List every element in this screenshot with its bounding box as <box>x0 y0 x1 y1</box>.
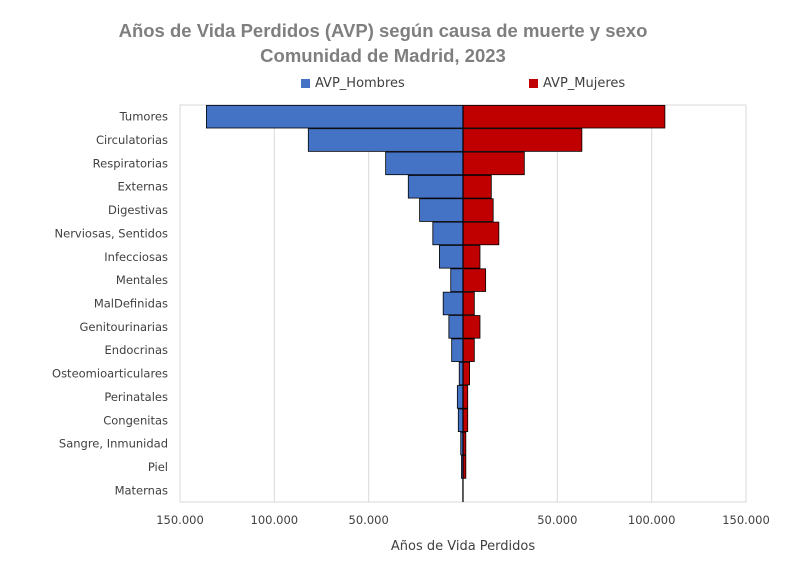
legend-swatch-hombres <box>301 79 310 88</box>
bar-mujeres <box>462 315 481 339</box>
bar-hombres <box>457 408 464 432</box>
category-label: Digestivas <box>108 203 168 217</box>
bar-mujeres <box>462 268 487 292</box>
bar-hombres <box>439 245 464 269</box>
bar-hombres <box>450 268 464 292</box>
category-label: Externas <box>117 180 168 194</box>
bar-mujeres <box>462 338 475 362</box>
bar-mujeres <box>462 361 471 386</box>
x-tick-label: 150.000 <box>156 513 204 527</box>
bar-mujeres <box>462 104 666 129</box>
x-tick-label: 50.000 <box>537 513 577 527</box>
bar-mujeres <box>462 245 481 269</box>
bar-mujeres <box>462 175 492 199</box>
category-label: Genitourinarias <box>79 320 168 334</box>
category-label: MalDefinidas <box>94 297 168 311</box>
bar-mujeres <box>462 198 494 222</box>
category-label: Respiratorias <box>93 156 168 170</box>
bar-hombres <box>442 291 464 316</box>
category-label: Piel <box>148 460 168 474</box>
category-label: Nerviosas, Sentidos <box>55 226 168 240</box>
x-tick-label: 50.000 <box>349 513 389 527</box>
bar-mujeres <box>462 291 475 316</box>
bar-hombres <box>307 128 464 152</box>
legend-label-hombres: AVP_Hombres <box>315 76 405 91</box>
category-label: Congenitas <box>103 413 168 427</box>
x-tick-label: 100.000 <box>628 513 676 527</box>
bar-mujeres <box>462 385 469 409</box>
bar-mujeres <box>462 221 500 246</box>
category-label: Infecciosas <box>104 250 168 264</box>
bar-mujeres <box>462 128 583 152</box>
category-label: Tumores <box>119 110 168 124</box>
bar-hombres <box>206 104 464 129</box>
bar-hombres <box>385 151 464 176</box>
bar-hombres <box>432 221 464 246</box>
category-label: Endocrinas <box>105 343 168 357</box>
category-label: Perinatales <box>104 390 168 404</box>
x-tick-label: 150.000 <box>722 513 770 527</box>
legend-label-mujeres: AVP_Mujeres <box>543 76 626 91</box>
bar-hombres <box>407 175 464 199</box>
legend-item-hombres: AVP_Hombres <box>301 76 405 91</box>
category-label: Sangre, Inmunidad <box>59 437 168 451</box>
x-axis-title: Años de Vida Perdidos <box>391 539 536 554</box>
chart-title: Años de Vida Perdidos (AVP) según causa … <box>118 20 648 41</box>
bar-mujeres <box>462 151 525 176</box>
bar-hombres <box>419 198 464 222</box>
category-label: Circulatorias <box>96 133 168 147</box>
legend-item-mujeres: AVP_Mujeres <box>529 76 625 91</box>
category-label: Maternas <box>115 483 168 497</box>
legend-swatch-mujeres <box>529 79 538 88</box>
category-label: Osteomioarticulares <box>52 367 168 381</box>
bar-hombres <box>456 385 464 409</box>
bar-mujeres <box>462 408 469 432</box>
chart-subtitle: Comunidad de Madrid, 2023 <box>260 45 506 66</box>
bar-hombres <box>451 338 464 362</box>
x-tick-label: 100.000 <box>251 513 299 527</box>
category-label: Mentales <box>116 273 168 287</box>
bar-hombres <box>448 315 464 339</box>
